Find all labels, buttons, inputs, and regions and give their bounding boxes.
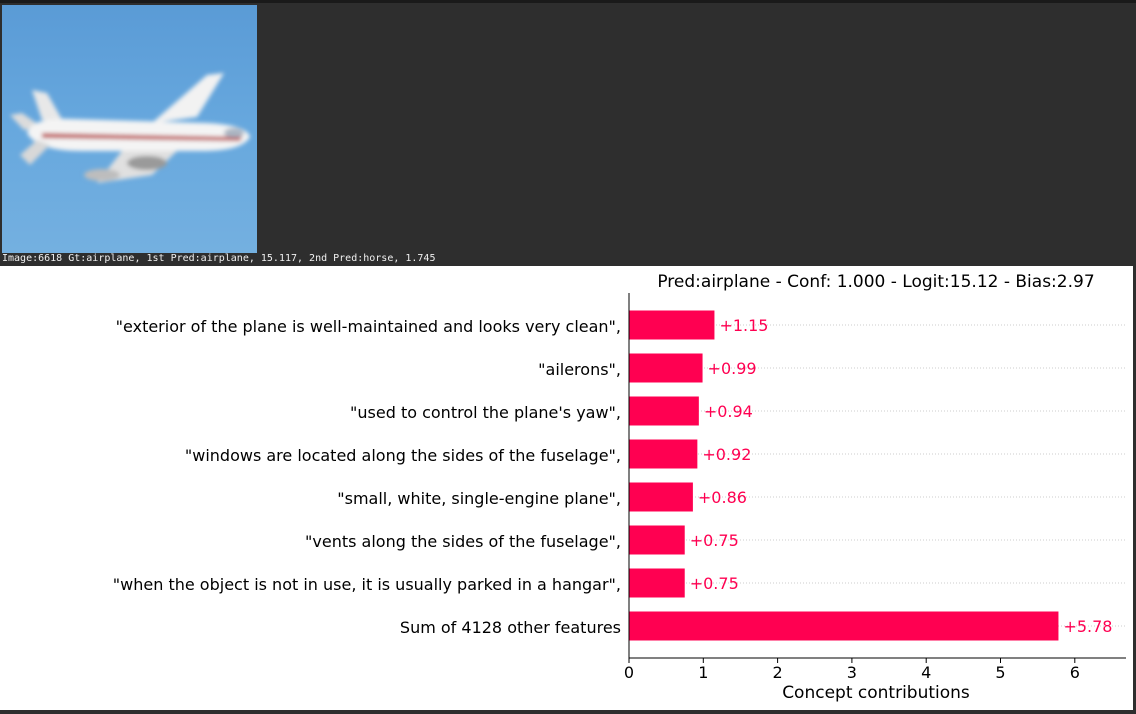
bar-value-label: +1.15 — [719, 316, 768, 335]
top-border — [0, 0, 1136, 3]
category-label: "windows are located along the sides of … — [185, 446, 621, 465]
bar-value-label: +5.78 — [1063, 617, 1112, 636]
x-tick-label: 4 — [921, 663, 931, 682]
chart-panel: Pred:airplane - Conf: 1.000 - Logit:15.1… — [0, 266, 1133, 710]
airplane-image — [10, 73, 250, 183]
category-label: "small, white, single-engine plane", — [337, 489, 621, 508]
bar-value-label: +0.75 — [690, 531, 739, 550]
bar-value-label: +0.94 — [704, 402, 753, 421]
x-tick-label: 5 — [995, 663, 1005, 682]
category-label: "exterior of the plane is well-maintaine… — [116, 317, 621, 336]
contribution-bar — [629, 439, 698, 469]
contribution-bar — [629, 353, 703, 383]
airplane-thumbnail — [2, 5, 257, 253]
contribution-bar — [629, 525, 685, 555]
x-tick-label: 6 — [1070, 663, 1080, 682]
contribution-bar — [629, 396, 699, 426]
contribution-bar — [629, 310, 715, 340]
category-label: "vents along the sides of the fuselage", — [305, 532, 621, 551]
bar-value-label: +0.92 — [702, 445, 751, 464]
x-tick-label: 3 — [847, 663, 857, 682]
image-caption: Image:6618 Gt:airplane, 1st Pred:airplan… — [2, 253, 436, 264]
x-tick-label: 2 — [773, 663, 783, 682]
bar-value-label: +0.99 — [708, 359, 757, 378]
contribution-chart: Pred:airplane - Conf: 1.000 - Logit:15.1… — [113, 272, 1126, 703]
category-label: "used to control the plane's yaw", — [350, 403, 621, 422]
x-tick-label: 1 — [698, 663, 708, 682]
category-label: Sum of 4128 other features — [400, 618, 621, 637]
category-label: "when the object is not in use, it is us… — [113, 575, 621, 594]
bar-value-label: +0.86 — [698, 488, 747, 507]
contribution-bar — [629, 568, 685, 598]
x-tick-label: 0 — [624, 663, 634, 682]
contribution-bar — [629, 611, 1059, 641]
bar-value-label: +0.75 — [690, 574, 739, 593]
category-label: "ailerons", — [538, 360, 621, 379]
contribution-bar — [629, 482, 693, 512]
chart-title: Pred:airplane - Conf: 1.000 - Logit:15.1… — [657, 272, 1094, 292]
x-axis-label: Concept contributions — [782, 683, 970, 703]
